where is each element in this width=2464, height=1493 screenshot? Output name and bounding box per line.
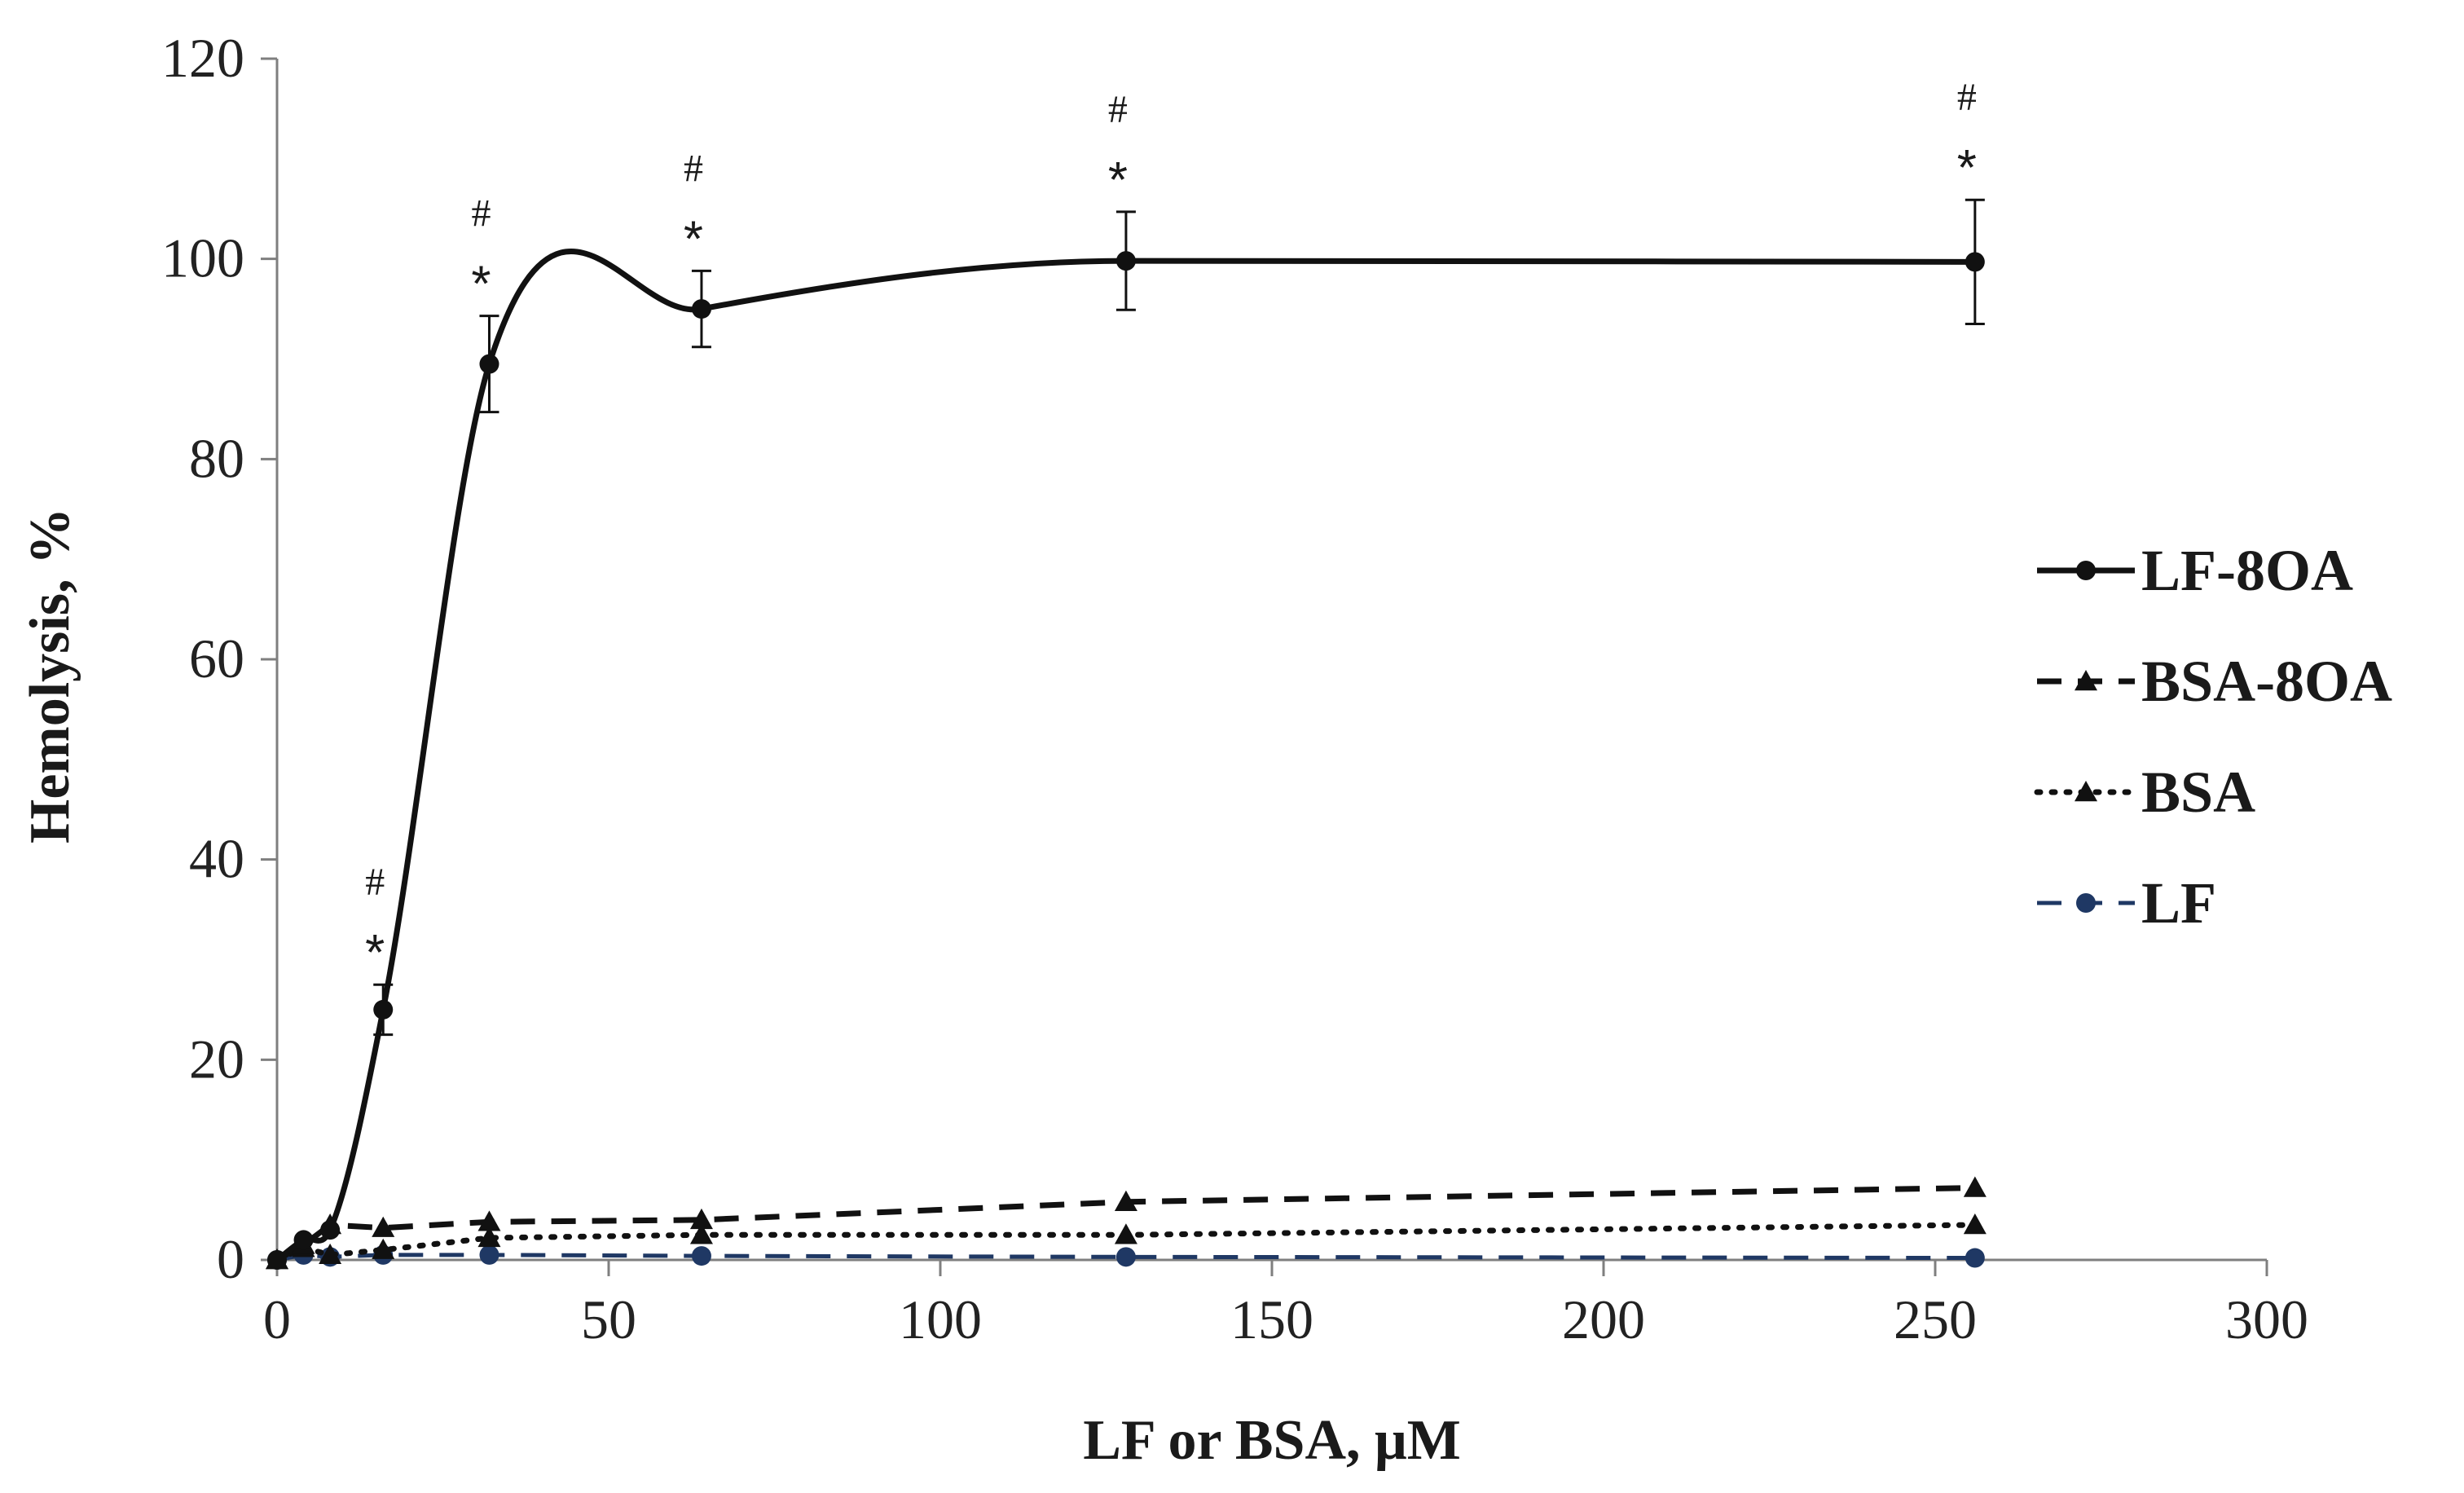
data-point-lf-8oa: [320, 1220, 341, 1240]
data-point-bsa-8oa: [1963, 1176, 1987, 1197]
x-tick-label: 200: [1562, 1288, 1645, 1350]
data-point-bsa: [477, 1226, 501, 1248]
data-point-lf-8oa: [373, 999, 394, 1020]
axes: 0 20 40 60 80 100 120 0 50 100 150 200 250 300: [161, 27, 2308, 1350]
data-point-bsa-8oa: [477, 1210, 501, 1231]
legend-swatch-marker: [2075, 781, 2097, 802]
significance-hash: #: [684, 147, 703, 190]
significance-star: *: [471, 257, 491, 313]
y-tick-label: 120: [161, 27, 244, 89]
legend-label: LF-8OA: [2141, 538, 2353, 603]
y-axis-title: Hemolysis, %: [19, 508, 81, 843]
data-point-bsa-8oa: [689, 1208, 713, 1230]
data-point-lf-8oa: [479, 354, 499, 374]
x-axis-title: LF or BSA, μM: [1083, 1409, 1461, 1472]
significance-marker: #*: [1108, 88, 1128, 209]
x-tick-label: 150: [1230, 1288, 1313, 1350]
data-point-lf: [1965, 1248, 1985, 1268]
data-point-lf: [691, 1246, 711, 1266]
significance-marker: #*: [365, 861, 385, 981]
legend-item-bsa-8oa: BSA-8OA: [2037, 649, 2392, 714]
significance-marker: #*: [684, 147, 703, 267]
significance-star: *: [1957, 140, 1977, 196]
y-tick-label: 80: [189, 427, 244, 489]
significance-star: *: [684, 211, 703, 267]
significance-hash: #: [471, 192, 491, 236]
legend-swatch-marker: [2075, 670, 2097, 691]
x-tick-label: 100: [899, 1288, 982, 1350]
data-point-bsa: [689, 1223, 713, 1244]
legend-item-lf-8oa: LF-8OA: [2037, 538, 2353, 603]
significance-marker: #*: [471, 192, 491, 313]
legend-label: BSA-8OA: [2141, 649, 2392, 714]
data-point-bsa: [372, 1238, 395, 1259]
significance-hash: #: [365, 861, 385, 904]
series-lf-8oa: [267, 198, 1985, 1270]
y-tick-label: 20: [189, 1028, 244, 1090]
data-point-bsa-8oa: [372, 1216, 395, 1237]
data-point-lf-8oa: [1115, 251, 1136, 271]
series-lf: [267, 1244, 1985, 1270]
series-layer: [266, 198, 1987, 1270]
data-point-lf: [479, 1244, 499, 1265]
x-tick-label: 300: [2225, 1288, 2308, 1350]
series-line-bsa-8oa: [275, 1185, 1975, 1263]
data-point-lf-8oa: [1965, 252, 1985, 272]
data-point-bsa: [319, 1243, 342, 1265]
significance-star: *: [365, 925, 385, 981]
x-tick-label: 0: [263, 1288, 291, 1350]
data-point-bsa-8oa: [1114, 1190, 1137, 1211]
y-tick-label: 40: [189, 828, 244, 890]
data-point-lf-8oa: [267, 1250, 287, 1270]
y-tick-label: 0: [217, 1228, 244, 1290]
significance-marker: #*: [1957, 76, 1977, 196]
legend-swatch-marker: [2076, 561, 2096, 580]
series-line-lf: [276, 1253, 1975, 1262]
x-tick-label: 250: [1894, 1288, 1977, 1350]
data-point-lf-8oa: [293, 1230, 314, 1250]
legend-item-bsa: BSA: [2034, 760, 2255, 825]
legend-label: LF: [2141, 870, 2216, 936]
significance-star: *: [1108, 152, 1128, 209]
legend: LF-8OA BSA-8OA BSA LF: [2034, 538, 2392, 936]
data-point-bsa: [1114, 1223, 1137, 1244]
legend-item-lf: LF: [2037, 870, 2216, 936]
data-point-lf-8oa: [691, 299, 711, 319]
data-point-lf: [1115, 1247, 1136, 1267]
significance-hash: #: [1108, 88, 1128, 131]
legend-swatch-marker: [2076, 893, 2096, 913]
y-tick-label: 60: [189, 628, 244, 689]
significance-hash: #: [1957, 76, 1977, 119]
legend-label: BSA: [2141, 760, 2255, 825]
significance-annotations: #*#*#*#*#*: [365, 76, 1977, 981]
data-point-bsa: [1963, 1213, 1987, 1235]
x-tick-label: 50: [581, 1288, 636, 1350]
y-tick-label: 100: [161, 227, 244, 289]
series-line-lf-8oa: [275, 249, 1975, 1262]
